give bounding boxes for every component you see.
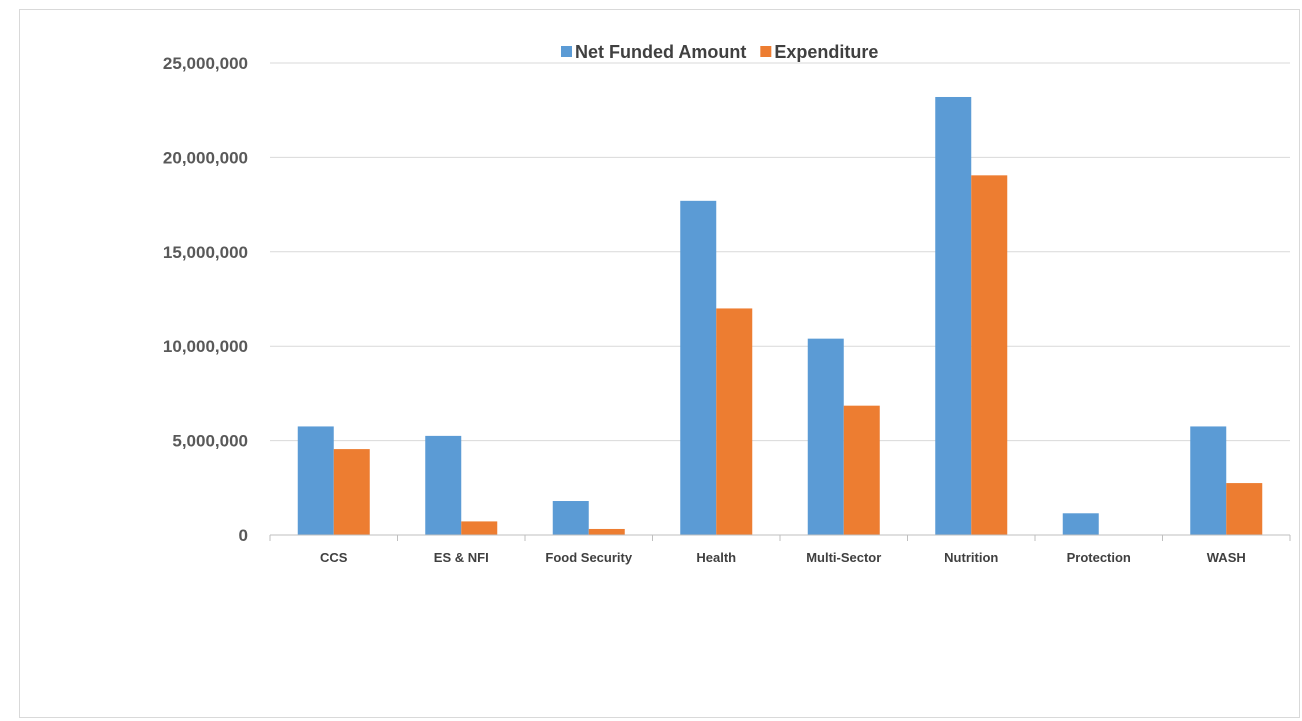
bar	[588, 528, 625, 535]
bar	[461, 521, 498, 535]
bar	[333, 449, 370, 535]
y-tick-label: 10,000,000	[163, 337, 248, 356]
chart-frame	[19, 9, 1300, 718]
bar	[843, 405, 880, 535]
legend: Net Funded Amount Expenditure	[561, 42, 878, 62]
x-axis: CCS ES & NFI Food Security Health Multi-Sect…	[269, 534, 1291, 565]
bar	[552, 501, 589, 535]
bar	[1062, 513, 1099, 535]
bar	[971, 175, 1008, 535]
bar	[425, 435, 462, 535]
legend-swatch	[561, 46, 572, 57]
bar	[807, 338, 844, 535]
gridlines	[270, 62, 1290, 442]
bars	[297, 96, 1263, 535]
y-tick-label: 15,000,000	[163, 243, 248, 262]
bar	[1190, 426, 1227, 535]
x-tick-label: Nutrition	[944, 550, 998, 565]
legend-swatch	[760, 46, 772, 57]
x-tick-label: Food Security	[545, 550, 632, 565]
bar	[935, 96, 972, 535]
y-tick-label: 0	[239, 526, 248, 545]
x-tick-label: CCS	[320, 550, 348, 565]
bar	[716, 308, 753, 535]
y-tick-label: 25,000,000	[163, 54, 248, 73]
x-tick-label: Multi-Sector	[806, 550, 881, 565]
y-tick-label: 20,000,000	[163, 148, 248, 167]
bar	[1226, 483, 1263, 535]
x-tick-label: Health	[696, 550, 736, 565]
y-axis-tick-labels: 0 5,000,000 10,000,000 15,000,000 20,000,000…	[163, 54, 248, 545]
bar	[297, 426, 334, 535]
x-tick-label: Protection	[1067, 550, 1131, 565]
bar	[680, 200, 717, 535]
x-tick-label: ES & NFI	[434, 550, 489, 565]
y-tick-label: 5,000,000	[172, 432, 248, 451]
legend-label: Net Funded Amount	[575, 42, 746, 62]
legend-label: Expenditure	[774, 42, 878, 62]
x-tick-label: WASH	[1207, 550, 1246, 565]
